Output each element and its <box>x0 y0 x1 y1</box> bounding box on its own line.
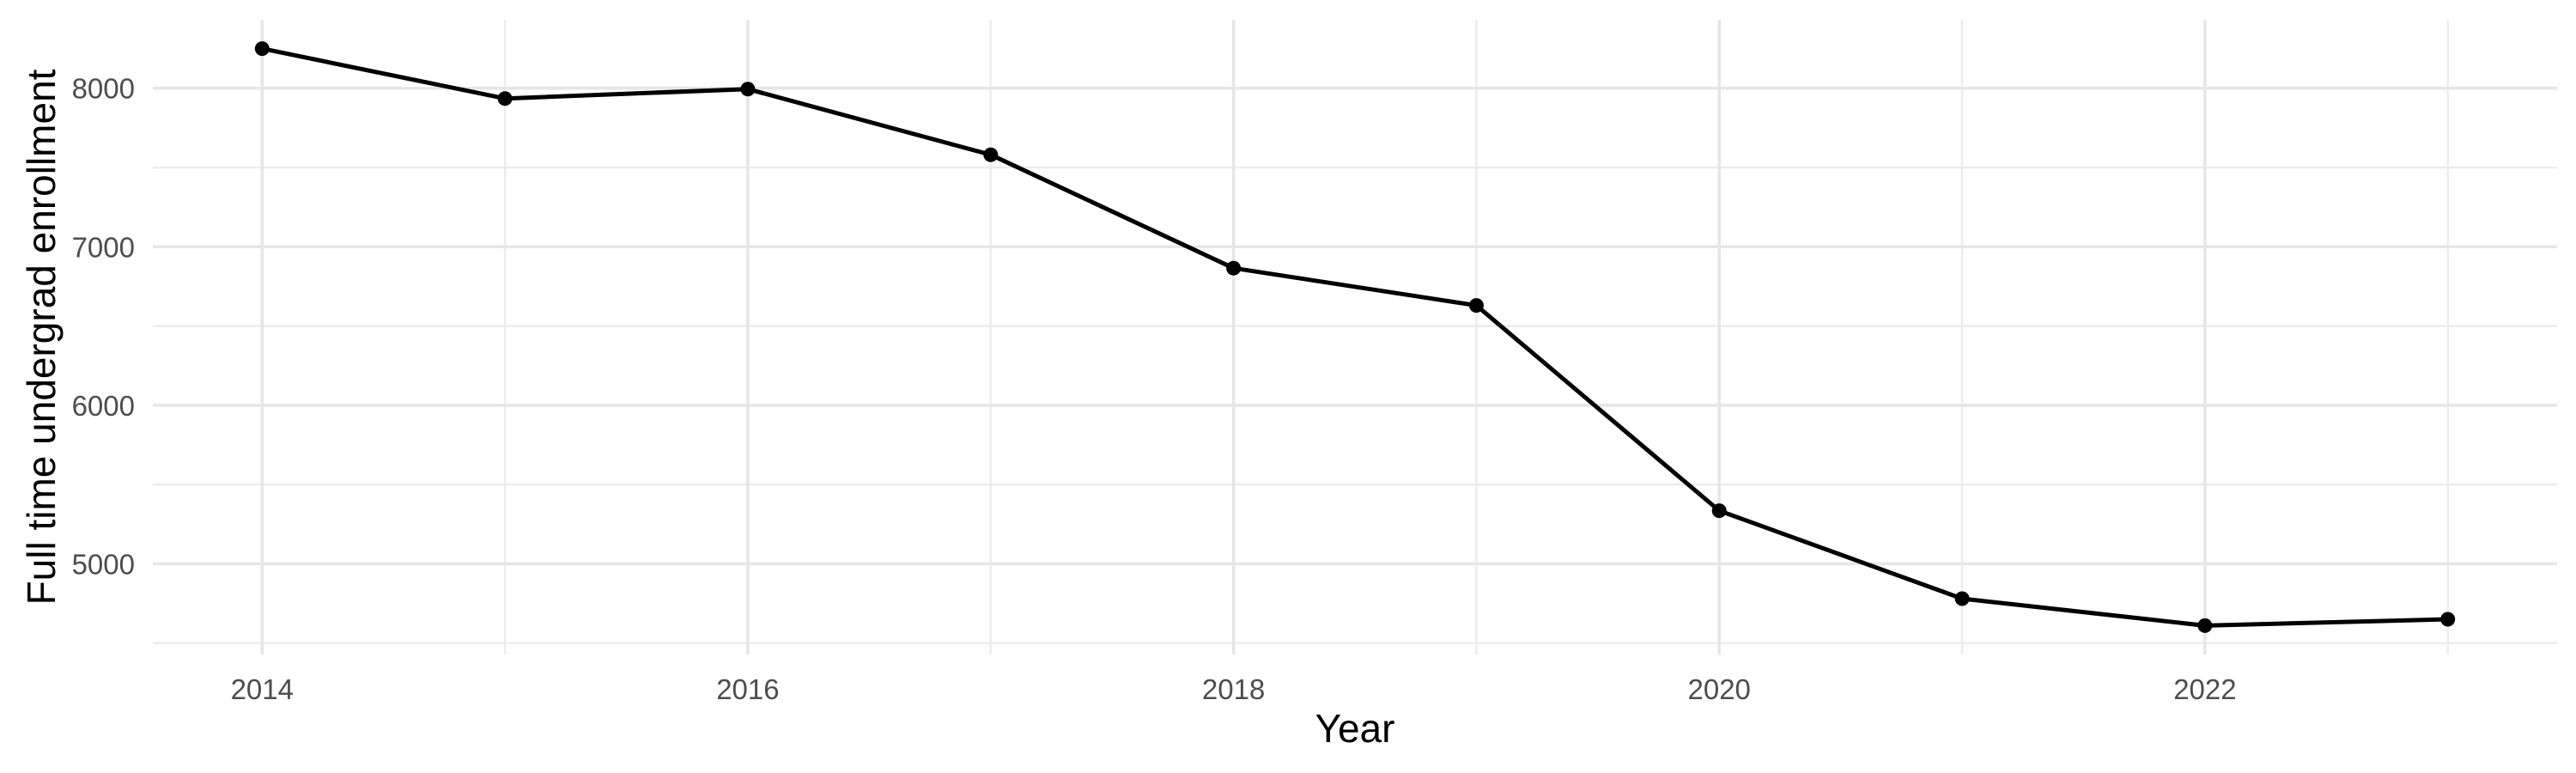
x-tick-label: 2022 <box>2173 673 2236 705</box>
x-tick-label: 2020 <box>1687 673 1750 705</box>
y-axis-title: Full time undergrad enrollment <box>19 69 64 605</box>
major-gridlines <box>153 20 2557 654</box>
y-tick-label: 5000 <box>72 548 135 580</box>
y-tick-label: 8000 <box>72 73 135 105</box>
data-point <box>1711 503 1727 519</box>
data-point <box>1468 298 1484 313</box>
data-point <box>983 147 999 162</box>
minor-gridlines <box>153 20 2557 654</box>
data-point <box>497 91 513 107</box>
y-tick-label: 7000 <box>72 231 135 263</box>
data-point <box>254 41 270 57</box>
data-point <box>1226 260 1242 276</box>
x-tick-label: 2016 <box>716 673 779 705</box>
x-axis-title: Year <box>1315 706 1395 751</box>
data-point <box>2197 618 2213 633</box>
data-series <box>254 41 2456 633</box>
data-point <box>1954 591 1970 606</box>
x-axis-tick-labels: 2014 2016 2018 2020 2022 <box>231 673 2237 705</box>
data-point <box>740 82 756 97</box>
x-tick-label: 2018 <box>1202 673 1265 705</box>
enrollment-trend-line <box>261 46 2448 628</box>
y-tick-label: 6000 <box>72 390 135 422</box>
data-point <box>2440 612 2456 627</box>
x-tick-label: 2014 <box>231 673 294 705</box>
y-axis-tick-labels: 5000 6000 7000 8000 <box>72 73 135 581</box>
